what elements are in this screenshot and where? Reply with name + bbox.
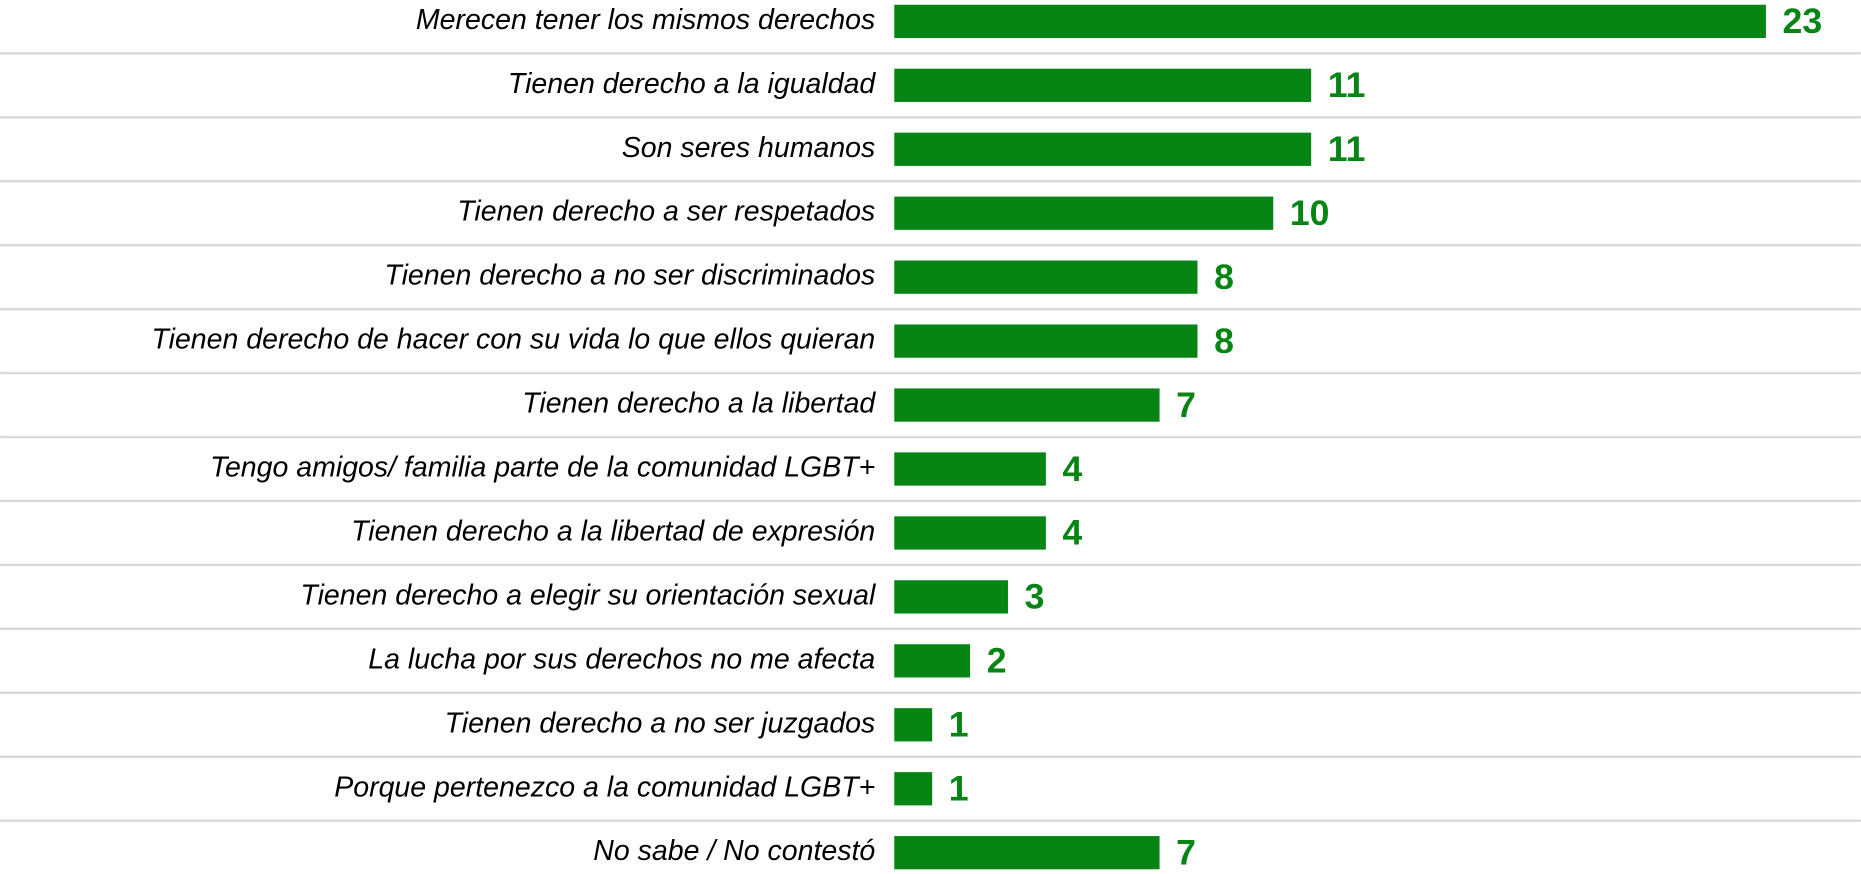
category-label: Tienen derecho a elegir su orientación s…	[300, 579, 876, 611]
category-label: Porque pertenezco a la comunidad LGBT+	[334, 771, 875, 803]
bar	[894, 708, 933, 742]
category-label: Tienen derecho a la libertad	[522, 388, 876, 420]
category-label: Merecen tener los mismos derechos	[416, 4, 875, 36]
category-label: Tengo amigos/ familia parte de la comuni…	[210, 452, 875, 484]
value-label: 1	[949, 705, 969, 745]
value-label: 4	[1062, 513, 1082, 553]
category-label: Son seres humanos	[622, 132, 875, 164]
bar	[894, 580, 1008, 614]
bar	[894, 260, 1198, 294]
value-label: 7	[1176, 832, 1196, 872]
category-label: No sabe / No contestó	[593, 835, 875, 867]
value-label: 23	[1783, 1, 1823, 41]
value-label: 8	[1214, 321, 1234, 361]
value-label: 11	[1328, 65, 1366, 105]
value-label: 4	[1062, 449, 1082, 489]
value-label: 3	[1025, 577, 1045, 617]
category-label: Tienen derecho a ser respetados	[457, 196, 875, 228]
value-label: 2	[987, 641, 1007, 681]
bar	[894, 644, 971, 678]
value-label: 1	[949, 769, 969, 809]
bar	[894, 196, 1274, 230]
bar	[894, 388, 1160, 422]
bar	[894, 772, 933, 806]
bar	[894, 516, 1046, 550]
bar	[894, 4, 1766, 38]
bar	[894, 452, 1046, 486]
category-label: Tienen derecho a la igualdad	[508, 68, 877, 100]
bar	[894, 68, 1312, 102]
bar	[894, 132, 1312, 166]
category-label: La lucha por sus derechos no me afecta	[368, 643, 875, 675]
value-label: 7	[1176, 385, 1196, 425]
value-label: 11	[1328, 129, 1366, 169]
category-label: Tienen derecho a no ser juzgados	[445, 707, 876, 739]
category-label: Tienen derecho a no ser discriminados	[384, 260, 875, 292]
bar	[894, 836, 1160, 870]
category-label: Tienen derecho de hacer con su vida lo q…	[151, 324, 875, 356]
value-label: 10	[1290, 193, 1330, 233]
category-label: Tienen derecho a la libertad de expresió…	[351, 515, 875, 547]
bar	[894, 324, 1198, 358]
value-label: 8	[1214, 257, 1234, 297]
